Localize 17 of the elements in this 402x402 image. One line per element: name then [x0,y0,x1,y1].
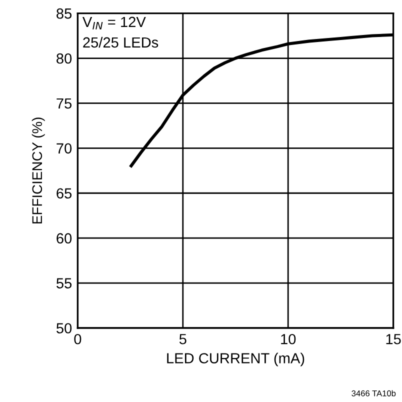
y-tick-label: 55 [56,278,72,288]
annotation: 25/25 LEDs [83,36,158,48]
x-tick-label: 15 [386,334,401,344]
text: 3466 TA10b [352,390,396,396]
x-axis-title: LED CURRENT (mA) [167,352,304,366]
y-tick-label: 80 [56,53,72,64]
x-tick-label: 10 [281,334,296,344]
y-axis-title: EFFICIENCY (%) [32,118,45,224]
y-tick-label: 50 [56,323,72,334]
y-tick-label: 70 [56,143,72,154]
y-tick-label: 75 [56,98,72,109]
annotation: V$_{IN}$ = 12V [82,16,146,30]
y-tick-label: 85 [56,8,72,19]
x-tick-label: 0 [74,334,82,344]
x-tick-label: 5 [179,334,186,344]
y-tick-label: 65 [56,188,72,199]
y-tick-label: 60 [56,233,72,244]
